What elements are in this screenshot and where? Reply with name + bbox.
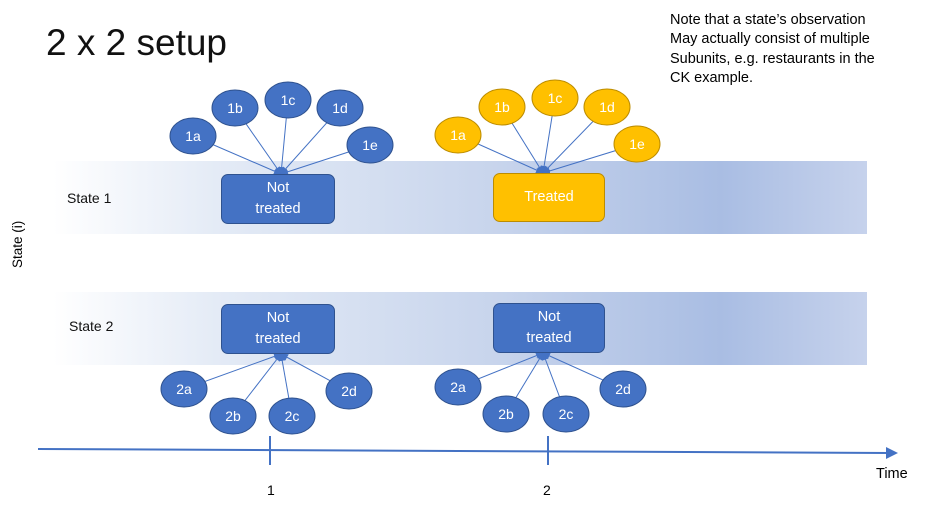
subunit-label: 2a: [450, 379, 466, 395]
status-box-state2-time2: Not treated: [493, 303, 605, 353]
subunit-node: [268, 397, 316, 435]
subunit-node: [209, 397, 257, 435]
status-text: treated: [526, 330, 572, 346]
status-box-state1-time1: Not treated: [221, 174, 335, 224]
subunit-node: [599, 370, 647, 408]
subunit-node: [346, 126, 394, 164]
state-1-band: [53, 161, 867, 234]
slide-title: 2 x 2 setup: [46, 22, 228, 63]
time-tick-label-2: 2: [543, 482, 551, 498]
subunit-label: 1b: [227, 100, 243, 116]
note-line: Subunits, e.g. restaurants in the: [670, 50, 875, 67]
note-text: Note that a state’s observation May actu…: [670, 11, 920, 88]
state-2-label: State 2: [69, 318, 114, 334]
time-tick-label-1: 1: [267, 482, 275, 498]
time-axis-line: [37, 448, 891, 454]
state-1-label: State 1: [67, 190, 112, 206]
note-line: May actually consist of multiple: [670, 31, 870, 48]
subunit-node: [531, 79, 579, 117]
subunit-label: 2c: [559, 406, 574, 422]
state-2-band: [53, 292, 867, 365]
time-axis-arrowhead: [886, 447, 898, 459]
subunit-node: [478, 88, 526, 126]
subunit-node: [316, 89, 364, 127]
subunit-node: [613, 125, 661, 163]
subunit-label: 1e: [629, 136, 645, 152]
subunit-node: [169, 117, 217, 155]
status-text: Not: [266, 310, 290, 326]
status-box-state2-time1: Not treated: [221, 304, 335, 354]
subunit-label: 1a: [185, 128, 201, 144]
note-line: Note that a state’s observation: [670, 12, 866, 28]
subunit-label: 2d: [615, 381, 631, 397]
status-text: Treated: [524, 189, 574, 205]
subunit-node: [264, 81, 312, 119]
subunit-label: 1d: [332, 100, 348, 116]
subunit-node: [325, 372, 373, 410]
subunit-node: [434, 368, 482, 406]
subunit-label: 1c: [281, 92, 296, 108]
subunit-label: 1a: [450, 127, 466, 143]
note-line: CK example.: [670, 69, 754, 86]
subunit-label: 2b: [225, 408, 241, 424]
status-text: Not: [266, 180, 290, 196]
subunit-label: 2c: [285, 408, 300, 424]
subunit-node: [434, 116, 482, 154]
status-box-state1-time2: Treated: [493, 173, 605, 222]
subunit-node: [211, 89, 259, 127]
subunit-node: [160, 370, 208, 408]
status-text: treated: [255, 201, 301, 217]
subunit-label: 1b: [494, 99, 510, 115]
subunit-label: 1d: [599, 99, 615, 115]
subunit-label: 2b: [498, 406, 514, 422]
x-axis-label: Time: [876, 466, 908, 482]
subunit-label: 1e: [362, 137, 378, 153]
subunit-node: [482, 395, 530, 433]
status-text: treated: [255, 331, 301, 347]
subunit-node: [542, 395, 590, 433]
status-text: Not: [537, 309, 561, 325]
subunit-label: 2a: [176, 381, 192, 397]
subunit-node: [583, 88, 631, 126]
subunit-label: 1c: [548, 90, 563, 106]
subunit-label: 2d: [341, 383, 357, 399]
